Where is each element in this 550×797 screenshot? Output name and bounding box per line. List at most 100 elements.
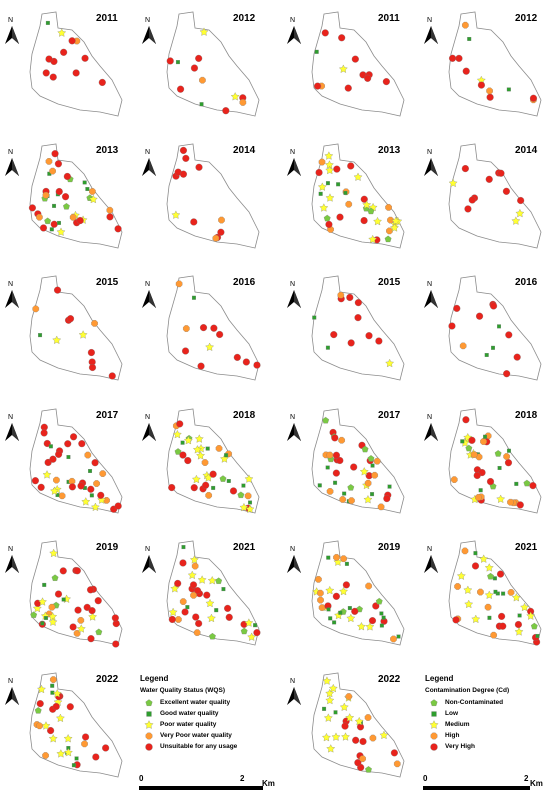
sampling-site-marker xyxy=(323,713,333,722)
legend-title: Legend xyxy=(425,674,454,683)
sampling-site-marker xyxy=(48,734,58,743)
sampling-site-marker xyxy=(205,446,210,451)
sampling-site-marker xyxy=(325,688,335,698)
sampling-site-marker xyxy=(361,445,369,453)
sampling-site-marker xyxy=(480,438,487,445)
sampling-site-marker xyxy=(173,429,182,439)
scale-bar xyxy=(423,786,530,790)
panel-year-label: 2017 xyxy=(378,410,401,421)
panel-year-label: 2019 xyxy=(96,542,119,553)
sampling-site-marker xyxy=(42,191,50,199)
north-arrow-icon: N xyxy=(424,281,438,308)
sampling-site-marker xyxy=(325,695,335,705)
sampling-site-marker xyxy=(342,581,350,589)
sampling-site-marker xyxy=(343,190,348,195)
sampling-site-marker xyxy=(41,721,51,730)
sampling-site-marker xyxy=(222,107,230,115)
map-panel: 2019 N xyxy=(5,540,123,648)
sampling-site-marker xyxy=(189,581,198,589)
sampling-site-marker xyxy=(336,182,341,187)
sampling-site-marker xyxy=(237,491,245,499)
sampling-site-marker xyxy=(52,702,60,711)
panel-year-label: 2017 xyxy=(96,410,119,421)
sampling-site-marker xyxy=(42,752,49,759)
district-boundary xyxy=(448,11,542,117)
sampling-site-marker xyxy=(55,187,63,196)
sampling-site-marker xyxy=(318,604,326,611)
sampling-site-marker xyxy=(484,563,494,572)
sampling-site-marker xyxy=(396,634,401,639)
sampling-site-marker xyxy=(325,181,330,186)
sampling-site-marker xyxy=(391,216,401,225)
sampling-site-marker xyxy=(501,591,506,596)
sampling-site-marker xyxy=(89,188,96,195)
sampling-site-marker xyxy=(517,613,522,618)
scale-start-label: 0 xyxy=(139,774,144,783)
sampling-site-marker xyxy=(53,476,60,484)
sampling-site-marker xyxy=(247,632,257,641)
sampling-site-marker xyxy=(484,603,492,611)
sampling-site-marker xyxy=(197,362,205,370)
north-label: N xyxy=(427,149,432,156)
sampling-site-marker xyxy=(476,312,484,320)
sampling-site-marker xyxy=(347,606,352,611)
sampling-site-marker xyxy=(253,361,261,369)
sampling-site-marker xyxy=(88,607,96,615)
sampling-site-marker xyxy=(225,613,233,621)
sampling-site-marker xyxy=(365,332,373,340)
sampling-site-marker xyxy=(473,471,481,480)
north-label: N xyxy=(8,414,13,421)
district-boundary xyxy=(29,408,123,514)
sampling-site-marker xyxy=(74,606,82,614)
sampling-site-marker xyxy=(496,570,505,578)
sampling-site-marker xyxy=(362,200,372,209)
sampling-site-marker xyxy=(484,353,489,357)
panel-year-label: 2014 xyxy=(515,145,538,156)
legend-item-label: Excellent water quality xyxy=(160,699,231,706)
sampling-site-marker xyxy=(39,224,48,232)
legend-subtitle: Contamination Degree (Cd) xyxy=(425,687,510,694)
sampling-site-marker xyxy=(168,484,176,492)
sampling-site-marker xyxy=(179,451,187,459)
sampling-site-marker xyxy=(71,763,76,768)
sampling-site-marker xyxy=(347,339,355,347)
sampling-site-marker xyxy=(82,180,87,185)
panel-year-label: 2016 xyxy=(515,277,538,288)
sampling-site-marker xyxy=(379,611,384,616)
scale-end-label: 2 xyxy=(240,774,245,783)
district-boundary xyxy=(29,672,123,778)
sampling-site-marker xyxy=(451,476,458,483)
sampling-site-marker xyxy=(325,345,330,350)
sampling-site-marker xyxy=(517,196,525,205)
north-arrow-icon: N xyxy=(5,149,19,176)
sampling-site-marker xyxy=(369,734,377,742)
map-panel: 2011 N xyxy=(287,11,405,117)
north-label: N xyxy=(427,17,432,24)
sampling-site-marker xyxy=(328,616,333,621)
sampling-site-marker xyxy=(357,622,366,631)
sampling-site-marker xyxy=(50,676,57,683)
sampling-site-marker xyxy=(111,614,119,622)
sampling-site-marker xyxy=(239,99,247,106)
sampling-site-marker xyxy=(192,474,201,484)
sampling-site-marker xyxy=(244,492,252,500)
sampling-site-marker xyxy=(452,616,460,624)
sampling-site-marker xyxy=(338,610,343,615)
north-arrow-icon: N xyxy=(142,281,156,308)
sampling-site-marker xyxy=(314,82,322,90)
sampling-site-marker xyxy=(205,342,214,351)
sampling-site-marker xyxy=(81,497,91,506)
sampling-site-marker xyxy=(502,187,510,195)
sampling-site-marker xyxy=(382,78,390,86)
north-label: N xyxy=(145,546,150,553)
sampling-site-marker xyxy=(102,744,110,752)
sampling-site-marker xyxy=(367,207,375,215)
sampling-site-marker xyxy=(50,220,58,228)
sampling-site-marker xyxy=(49,167,56,175)
sampling-site-marker xyxy=(31,477,39,485)
sampling-site-marker xyxy=(218,216,225,224)
sampling-site-marker xyxy=(387,216,394,224)
sampling-site-marker xyxy=(379,623,384,628)
sampling-site-marker xyxy=(36,700,44,708)
map-panel: 2012 N xyxy=(142,11,260,117)
